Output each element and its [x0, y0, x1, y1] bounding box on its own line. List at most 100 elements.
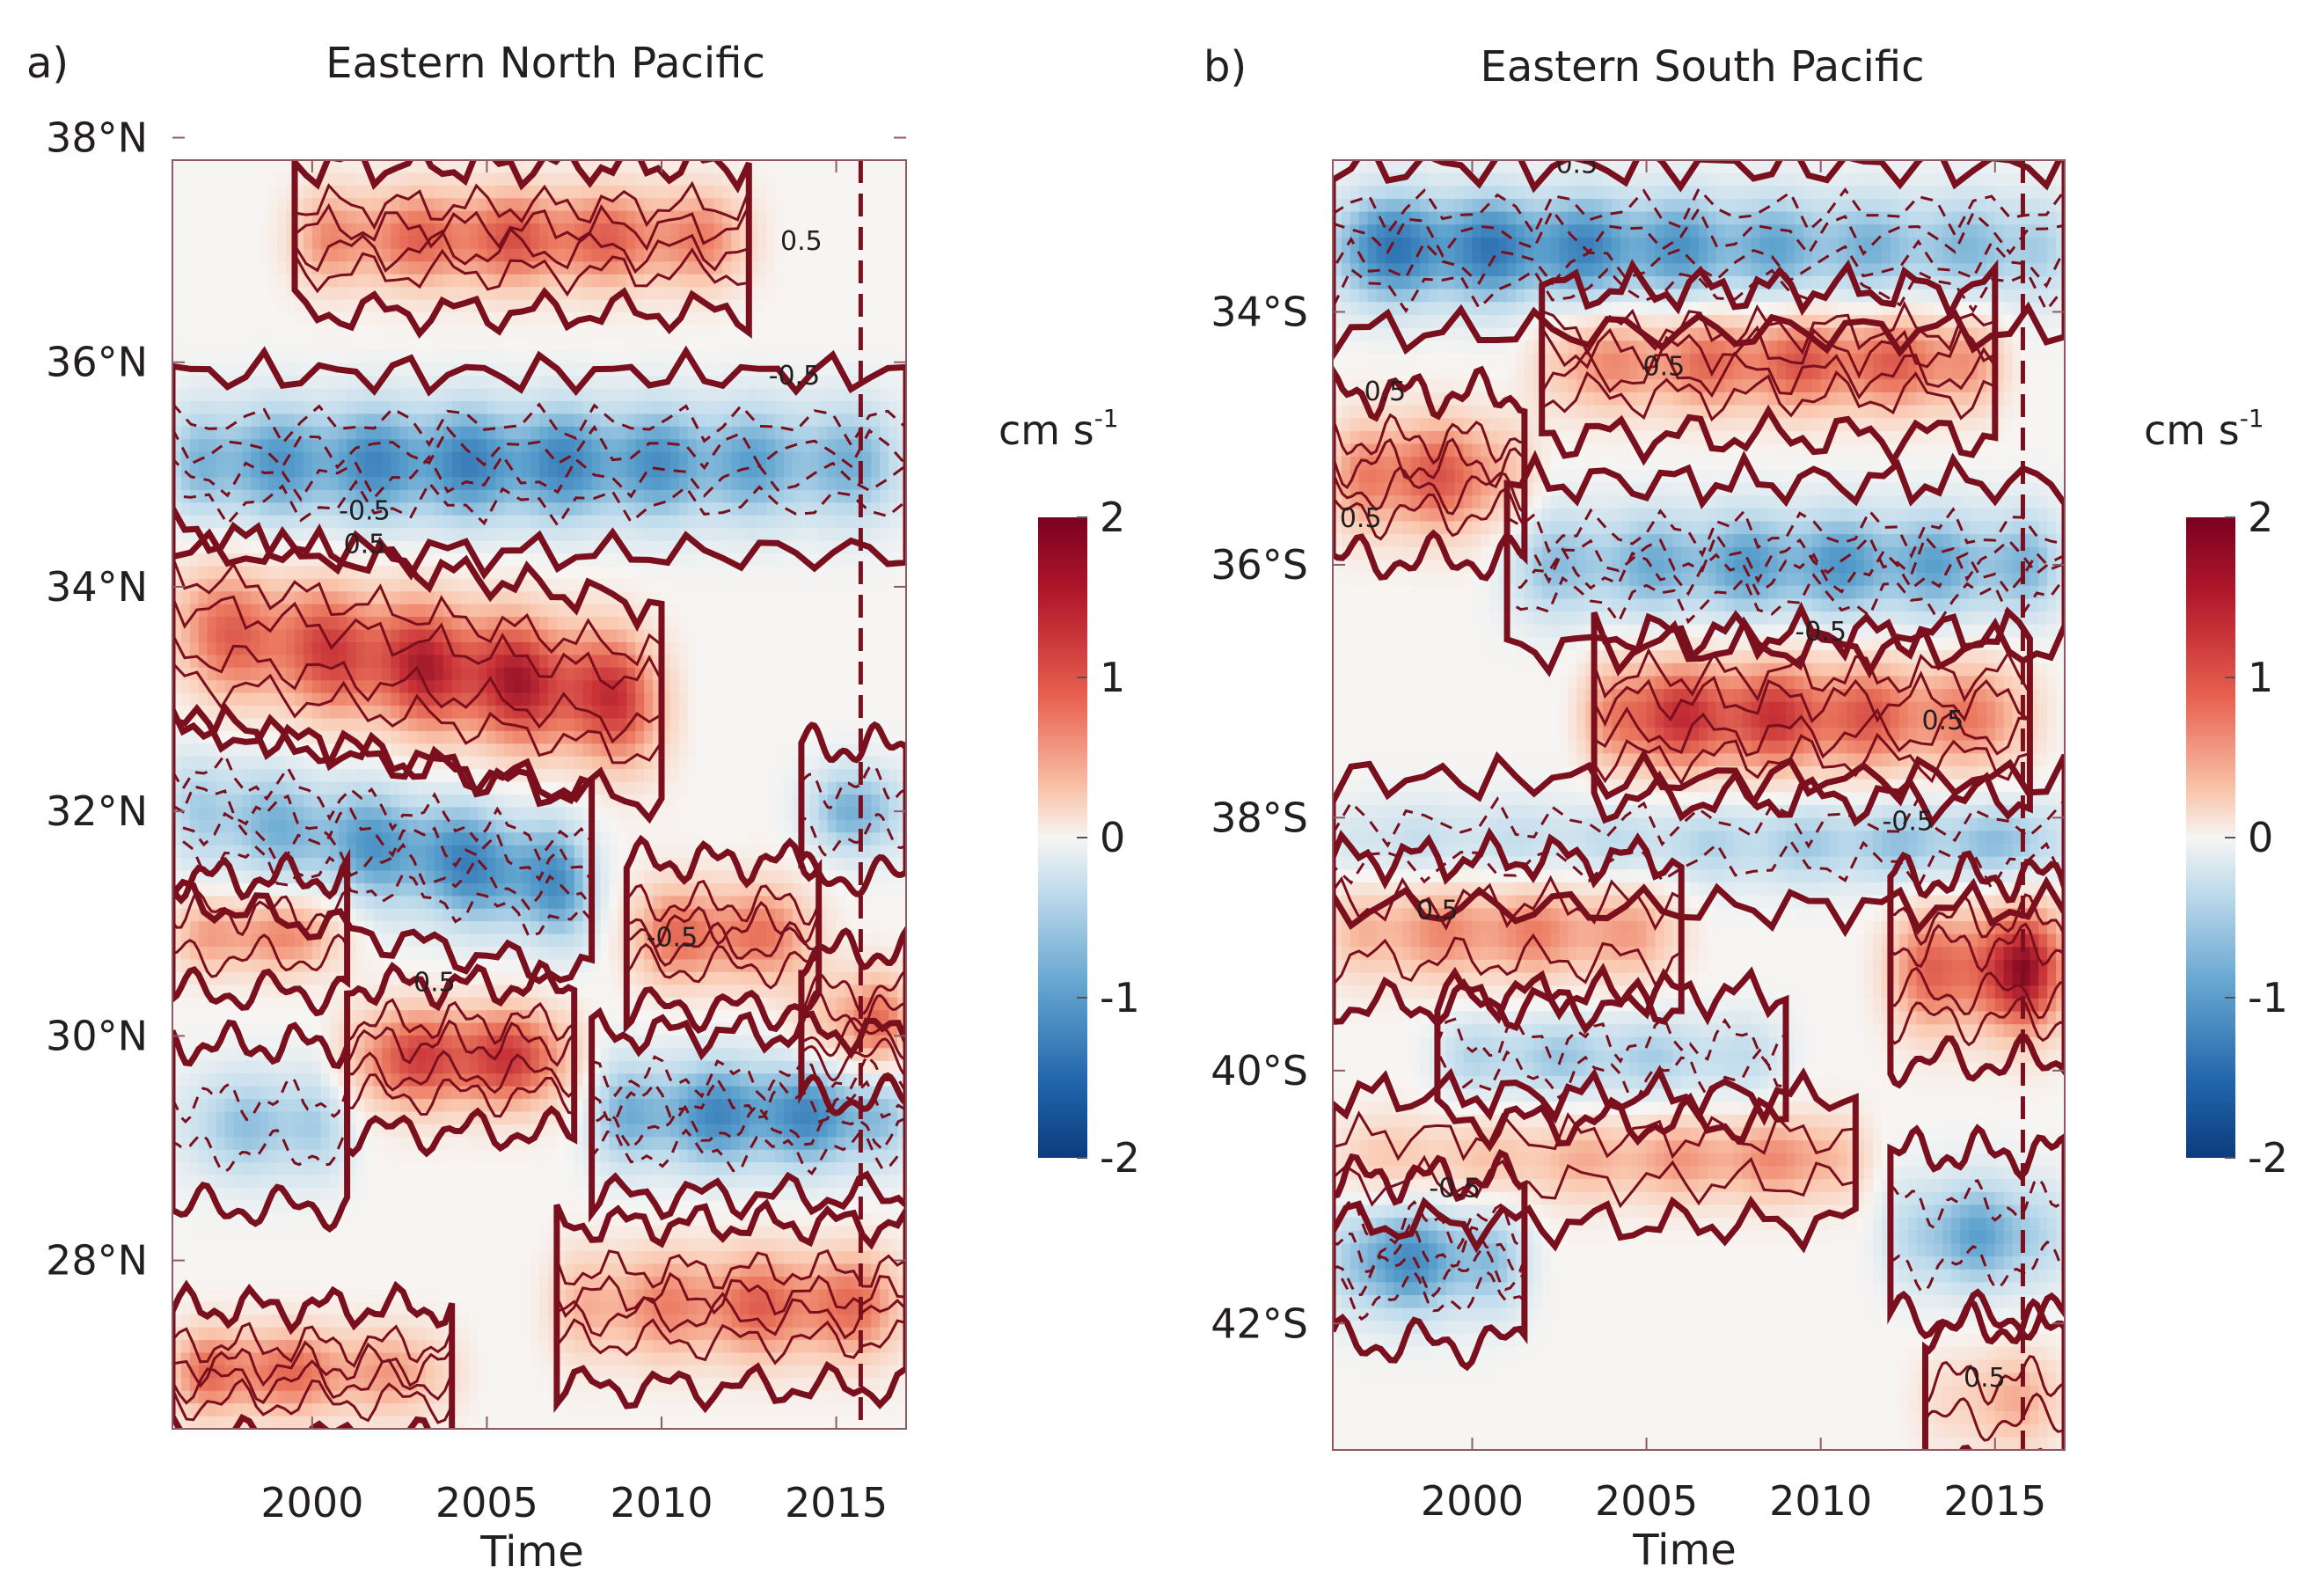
- heatmap-cell: [889, 566, 898, 580]
- heatmap-cell: [818, 236, 829, 250]
- heatmap-cell: [180, 160, 191, 174]
- heatmap-cell: [871, 617, 881, 631]
- heatmap-cell: [522, 236, 531, 250]
- heatmap-cell: [207, 591, 217, 605]
- heatmap-cell: [792, 515, 802, 529]
- heatmap-cell: [364, 655, 375, 669]
- heatmap-cell: [207, 414, 217, 428]
- heatmap-cell: [460, 730, 471, 745]
- heatmap-cell: [653, 807, 662, 821]
- heatmap-cell: [189, 845, 200, 859]
- heatmap-cell: [286, 591, 296, 605]
- heatmap-cell: [574, 540, 584, 554]
- heatmap-cell: [880, 819, 889, 833]
- heatmap-cell: [460, 667, 471, 681]
- heatmap-cell: [678, 261, 689, 275]
- heatmap-cell: [626, 477, 636, 491]
- heatmap-cell: [469, 400, 479, 415]
- heatmap-cell: [757, 414, 767, 428]
- heatmap-cell: [591, 870, 602, 884]
- heatmap-cell: [713, 667, 724, 681]
- heatmap-cell: [669, 388, 680, 402]
- heatmap-cell: [373, 781, 383, 795]
- heatmap-cell: [591, 566, 602, 580]
- heatmap-cell: [443, 312, 453, 326]
- heatmap-cell: [827, 198, 837, 212]
- heatmap-cell: [662, 210, 671, 224]
- heatmap-cell: [827, 414, 837, 428]
- heatmap-cell: [556, 858, 567, 872]
- heatmap-cell: [504, 451, 514, 465]
- heatmap-cell: [522, 210, 531, 224]
- heatmap-cell: [251, 210, 260, 224]
- heatmap-cell: [662, 274, 671, 288]
- heatmap-cell: [216, 718, 226, 732]
- heatmap-cell: [260, 337, 269, 351]
- heatmap-cell: [687, 248, 698, 263]
- heatmap-cell: [635, 388, 645, 402]
- heatmap-cell: [207, 274, 217, 288]
- heatmap-cell: [547, 426, 558, 440]
- heatmap-cell: [635, 870, 645, 884]
- heatmap-cell: [889, 465, 898, 479]
- heatmap-cell: [277, 439, 287, 453]
- heatmap-cell: [845, 426, 855, 440]
- heatmap-cell: [897, 325, 906, 339]
- heatmap-cell: [862, 667, 872, 681]
- heatmap-cell: [766, 706, 776, 720]
- heatmap-cell: [311, 515, 322, 529]
- heatmap-cell: [696, 451, 706, 465]
- heatmap-cell: [460, 819, 471, 833]
- heatmap-cell: [451, 465, 462, 479]
- heatmap-cell: [513, 248, 523, 263]
- heatmap-cell: [801, 641, 811, 656]
- heatmap-cell: [705, 553, 715, 567]
- heatmap-cell: [757, 439, 767, 453]
- heatmap-cell: [591, 629, 602, 643]
- heatmap-cell: [311, 858, 322, 872]
- heatmap-cell: [329, 540, 340, 554]
- heatmap-cell: [460, 337, 471, 351]
- heatmap-cell: [827, 489, 837, 504]
- heatmap-cell: [845, 477, 855, 491]
- heatmap-cell: [391, 908, 400, 922]
- heatmap-cell: [766, 680, 776, 694]
- heatmap-cell: [364, 489, 375, 504]
- heatmap-cell: [669, 718, 680, 732]
- heatmap-cell: [644, 858, 654, 872]
- heatmap-cell: [749, 489, 758, 504]
- heatmap-cell: [417, 477, 427, 491]
- heatmap-cell: [635, 515, 645, 529]
- heatmap-cell: [775, 414, 785, 428]
- heatmap-cell: [845, 198, 855, 212]
- heatmap-cell: [705, 172, 715, 187]
- heatmap-cell: [591, 337, 602, 351]
- heatmap-cell: [547, 629, 558, 643]
- heatmap-cell: [635, 465, 645, 479]
- heatmap-cell: [713, 502, 724, 516]
- heatmap-cell: [757, 870, 767, 884]
- heatmap-cell: [451, 730, 462, 745]
- heatmap-cell: [277, 248, 287, 263]
- heatmap-cell: [574, 299, 584, 313]
- heatmap-cell: [242, 465, 252, 479]
- heatmap-cell: [836, 832, 846, 846]
- heatmap-cell: [713, 781, 724, 795]
- heatmap-cell: [669, 502, 680, 516]
- heatmap-cell: [556, 337, 567, 351]
- heatmap-cell: [207, 845, 217, 859]
- heatmap-cell: [897, 426, 906, 440]
- heatmap-cell: [434, 236, 444, 250]
- heatmap-cell: [391, 655, 400, 669]
- heatmap-cell: [320, 819, 331, 833]
- heatmap-cell: [207, 261, 217, 275]
- heatmap-cell: [749, 706, 758, 720]
- heatmap-cell: [399, 287, 409, 301]
- heatmap-cell: [731, 337, 742, 351]
- heatmap-cell: [460, 743, 471, 758]
- heatmap-cell: [836, 236, 846, 250]
- heatmap-cell: [618, 553, 627, 567]
- heatmap-cell: [347, 350, 357, 364]
- heatmap-cell: [845, 680, 855, 694]
- heatmap-cell: [242, 160, 252, 174]
